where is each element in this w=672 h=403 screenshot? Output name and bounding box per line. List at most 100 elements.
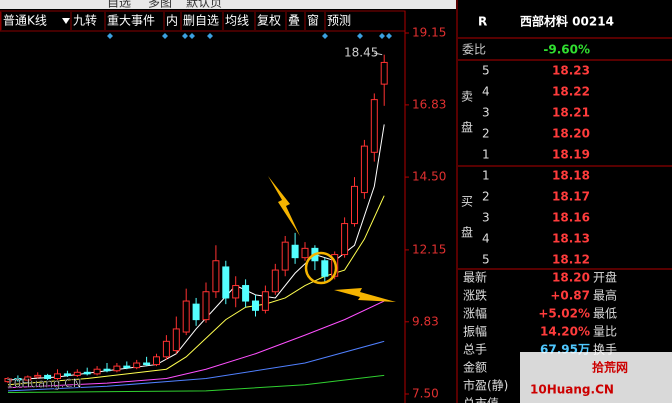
moving-average [7, 340, 385, 392]
toolbar-button[interactable]: 重大事件 [107, 14, 155, 28]
y-tick-label: 19.15 [412, 26, 446, 40]
toolbar-button[interactable]: 普通K线 [3, 14, 47, 28]
logo-bg [520, 352, 672, 403]
candle-body [232, 285, 240, 299]
stat-label: 涨跌 [463, 288, 487, 303]
candle-body [321, 260, 329, 277]
event-marker [189, 33, 195, 39]
level: 1 [482, 148, 490, 162]
candle-body [291, 244, 299, 259]
value: -9.60% [543, 43, 590, 57]
stat-label: 量比 [593, 325, 617, 339]
stat-label: 最新 [463, 270, 487, 285]
level: 3 [482, 106, 490, 120]
candle-body [281, 241, 289, 271]
candle-body [351, 185, 358, 225]
price: 18.20 [552, 127, 590, 141]
menu-item: 默认页 [186, 0, 222, 10]
candle-body [143, 362, 151, 366]
menu-item: 自选 [107, 0, 131, 10]
stat-label: 金额 [463, 360, 487, 375]
side-label: 买 [461, 195, 473, 209]
y-tick-label: 9.83 [412, 314, 439, 328]
toolbar-button[interactable]: 叠 [288, 14, 300, 28]
toolbar-button[interactable]: 删自选 [183, 14, 219, 28]
candle-body [182, 300, 190, 333]
stat-value: 18.20 [552, 271, 590, 285]
candle-body [380, 61, 388, 85]
stat-value: +0.87 [550, 289, 590, 303]
toolbar-button[interactable]: 复权 [257, 14, 281, 28]
logo-en: 10Huang.CN [530, 383, 614, 397]
candle-body [133, 362, 141, 369]
toolbar-button[interactable]: 九转 [73, 13, 97, 28]
stat-label: 振幅 [463, 324, 487, 339]
stat-value: +5.02% [538, 307, 590, 321]
level: 3 [482, 211, 490, 225]
event-marker [379, 33, 385, 39]
toolbar-button[interactable]: 预测 [327, 14, 351, 28]
candle-body [24, 376, 32, 381]
candle-body [153, 356, 160, 366]
high-pointer [373, 52, 383, 56]
watermark: 10Huang.CN [6, 377, 82, 391]
candle-body [212, 260, 220, 293]
stat-label: 最高 [593, 288, 617, 303]
candle-body [34, 374, 42, 378]
y-tick-label: 14.50 [412, 170, 446, 184]
y-tick-label: 12.15 [412, 242, 446, 256]
arrow [268, 176, 300, 236]
logo-cn: 拾荒网 [592, 360, 628, 375]
dropdown-icon [62, 18, 70, 24]
stat-value: 14.20% [540, 325, 590, 339]
side-label: 盘 [461, 225, 473, 240]
price: 18.17 [552, 190, 590, 204]
candle-body [172, 328, 180, 352]
event-marker [182, 33, 188, 39]
menu-item: 多图 [148, 0, 172, 10]
stock-name: 西部材料 00214 [520, 14, 614, 29]
y-tick-label: 16.83 [412, 97, 446, 111]
candle-body [103, 368, 111, 372]
toolbar-button[interactable]: 均线 [225, 14, 249, 28]
event-marker [107, 33, 113, 39]
candle-body [192, 303, 200, 321]
top-menu-bar [0, 0, 456, 9]
candle-body [252, 300, 259, 311]
candle-body [14, 378, 22, 381]
candle-body [360, 145, 368, 194]
candle-body [63, 373, 71, 376]
arrow [334, 288, 396, 302]
candle-body [123, 365, 131, 369]
candle-body [54, 373, 61, 380]
side-label: 卖 [461, 90, 473, 104]
stat-label: 涨幅 [463, 306, 487, 321]
candle-body [162, 340, 170, 358]
price: 18.19 [552, 148, 590, 162]
level: 1 [482, 169, 490, 183]
event-marker [162, 33, 168, 39]
candle-body [73, 371, 81, 376]
candle-body [93, 368, 101, 375]
candle-body [4, 378, 12, 383]
candle-body [301, 247, 309, 259]
moving-average [7, 374, 385, 393]
level: 5 [482, 253, 490, 267]
price: 18.22 [552, 85, 590, 99]
market-code: R [478, 15, 487, 29]
level: 4 [482, 85, 490, 99]
price: 18.18 [552, 169, 590, 183]
candle-body [222, 266, 230, 299]
side-label: 盘 [461, 120, 473, 135]
stat-label: 总手 [463, 343, 487, 357]
candle-body [83, 371, 91, 375]
toolbar-button[interactable]: 窗 [307, 14, 319, 28]
moving-average [7, 300, 385, 389]
event-marker [357, 33, 363, 39]
toolbar-button[interactable]: 内 [166, 14, 178, 28]
level: 5 [482, 64, 490, 78]
annotations [268, 176, 396, 302]
price: 18.12 [552, 253, 590, 267]
quote-panel: R 西部材料 00214 委比 -9.60% 5 18.23 4 18.22 3 18.21 2 18… [458, 14, 672, 403]
stat-label: 市盈(静) [463, 378, 508, 393]
